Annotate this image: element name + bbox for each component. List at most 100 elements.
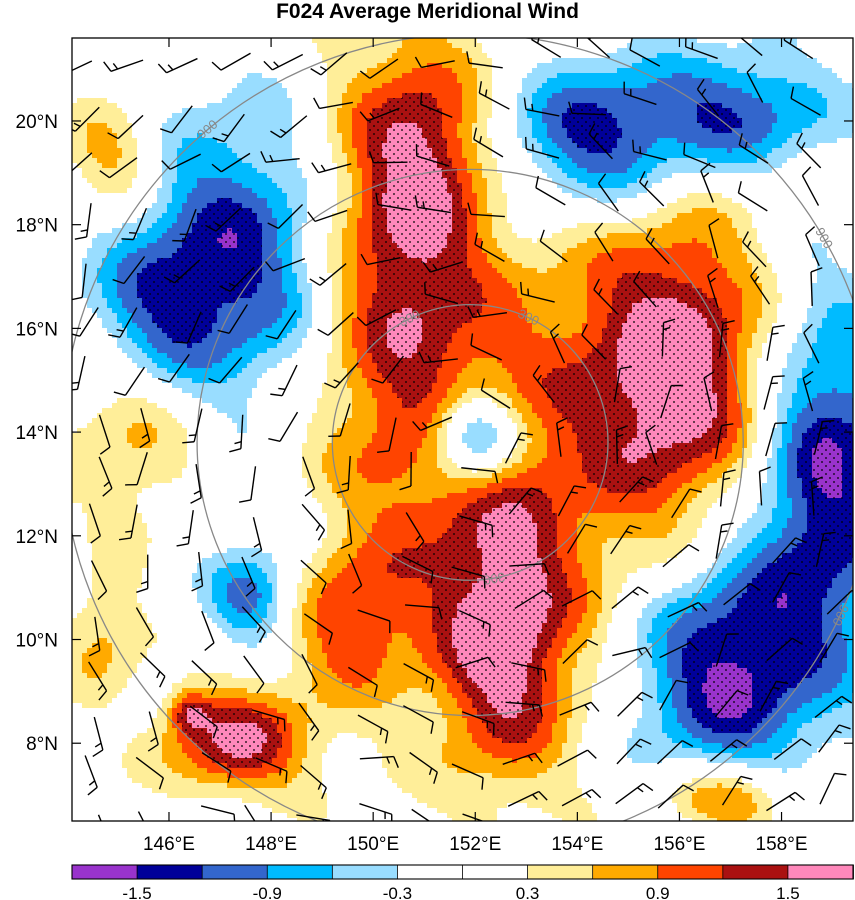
field-cell <box>642 38 648 44</box>
field-cell <box>457 58 463 64</box>
field-cell <box>392 48 398 54</box>
field-cell <box>512 63 518 69</box>
field-cell <box>117 43 123 49</box>
field-cell <box>537 78 543 84</box>
field-cell <box>532 78 538 84</box>
field-cell <box>102 53 108 59</box>
field-cell <box>622 73 628 79</box>
field-cell <box>357 63 363 69</box>
field-cell <box>207 43 213 49</box>
field-cell <box>662 53 668 59</box>
field-cell <box>557 63 563 69</box>
field-cell <box>597 38 603 44</box>
field-cell <box>707 43 713 49</box>
field-cell <box>202 48 208 54</box>
field-cell <box>242 68 248 74</box>
field-cell <box>282 83 288 89</box>
field-cell <box>582 38 588 44</box>
field-cell <box>762 53 768 59</box>
field-cell <box>837 68 843 74</box>
field-cell <box>657 43 663 49</box>
field-cell <box>587 63 593 69</box>
field-cell <box>822 38 828 44</box>
field-cell <box>547 63 553 69</box>
field-cell <box>587 78 593 84</box>
field-cell <box>802 43 808 49</box>
field-cell <box>367 48 373 54</box>
field-cell <box>107 83 113 89</box>
field-cell <box>212 38 218 44</box>
field-cell <box>717 73 723 79</box>
field-cell <box>172 38 178 44</box>
field-cell <box>367 68 373 74</box>
field-cell <box>182 78 188 84</box>
field-cell <box>507 58 513 64</box>
field-cell <box>457 43 463 49</box>
field-cell <box>457 53 463 59</box>
field-cell <box>132 43 138 49</box>
field-cell <box>562 83 568 89</box>
field-cell <box>467 43 473 49</box>
field-cell <box>267 53 273 59</box>
field-cell <box>247 68 253 74</box>
field-cell <box>92 48 98 54</box>
field-cell <box>552 58 558 64</box>
field-cell <box>257 83 263 89</box>
field-cell <box>547 73 553 79</box>
field-cell <box>352 83 358 89</box>
field-cell <box>487 83 493 89</box>
field-cell <box>267 38 273 44</box>
field-cell <box>482 43 488 49</box>
field-cell <box>167 43 173 49</box>
field-cell <box>77 48 83 54</box>
field-cell <box>292 78 298 84</box>
field-cell <box>577 63 583 69</box>
field-cell <box>97 43 103 49</box>
field-cell <box>497 48 503 54</box>
field-cell <box>632 73 638 79</box>
field-cell <box>742 78 748 84</box>
field-cell <box>787 58 793 64</box>
field-cell <box>592 58 598 64</box>
field-cell <box>832 53 838 59</box>
field-cell <box>107 58 113 64</box>
field-cell <box>252 68 258 74</box>
field-cell <box>667 53 673 59</box>
field-cell <box>842 58 848 64</box>
field-cell <box>192 68 198 74</box>
field-cell <box>77 43 83 49</box>
field-cell <box>337 83 343 89</box>
field-cell <box>677 53 683 59</box>
field-cell <box>717 43 723 49</box>
field-cell <box>462 63 468 69</box>
field-cell <box>402 48 408 54</box>
field-cell <box>502 83 508 89</box>
field-cell <box>677 48 683 54</box>
field-cell <box>732 38 738 44</box>
field-cell <box>637 58 643 64</box>
field-cell <box>337 78 343 84</box>
field-cell <box>822 78 828 84</box>
field-cell <box>112 53 118 59</box>
field-cell <box>317 83 323 89</box>
field-cell <box>142 43 148 49</box>
field-cell <box>717 68 723 74</box>
field-cell <box>247 63 253 69</box>
field-cell <box>722 63 728 69</box>
field-cell <box>642 43 648 49</box>
field-cell <box>722 43 728 49</box>
field-cell <box>112 38 118 44</box>
field-cell <box>122 53 128 59</box>
field-cell <box>707 78 713 84</box>
field-cell <box>502 53 508 59</box>
field-cell <box>132 73 138 79</box>
field-cell <box>647 43 653 49</box>
field-cell <box>427 68 433 74</box>
field-cell <box>237 48 243 54</box>
field-cell <box>322 83 328 89</box>
field-cell <box>177 53 183 59</box>
field-cell <box>342 63 348 69</box>
field-cell <box>427 38 433 44</box>
field-cell <box>772 63 778 69</box>
field-cell <box>532 48 538 54</box>
